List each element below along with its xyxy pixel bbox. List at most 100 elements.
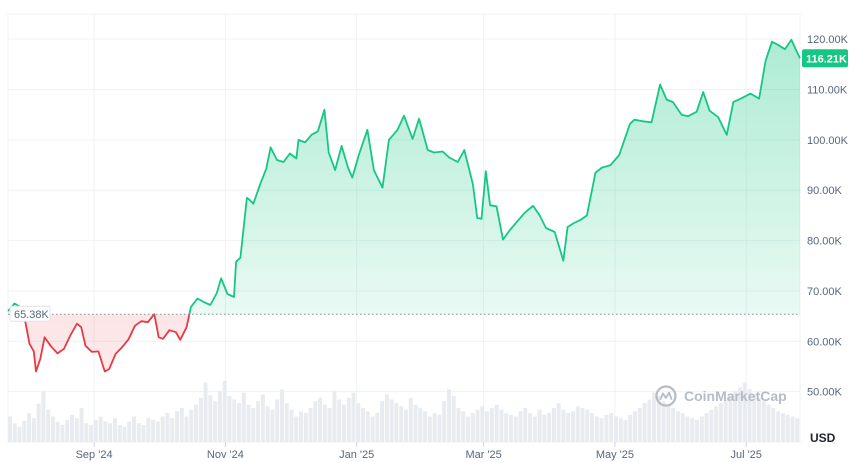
volume-bar <box>733 391 738 442</box>
volume-bar <box>494 404 499 442</box>
volume-bar <box>604 414 609 442</box>
volume-bar <box>136 423 141 442</box>
volume-bar <box>446 389 451 442</box>
volume-bar <box>780 413 785 442</box>
baseline-label: 65.38K <box>9 305 51 322</box>
volume-bar <box>365 411 370 442</box>
volume-bar <box>456 408 461 442</box>
watermark: CoinMarketCap <box>655 385 787 407</box>
volume-bar <box>437 414 442 442</box>
volume-bar <box>623 419 628 442</box>
volume-bar <box>790 416 795 442</box>
volume-bar <box>198 397 203 442</box>
volume-bar <box>89 425 94 442</box>
volume-bar <box>31 418 36 442</box>
price-line-down <box>22 314 191 373</box>
volume-bar <box>728 396 733 442</box>
volume-bar <box>132 416 137 442</box>
volume-bar <box>504 413 509 442</box>
y-tick-label: 110.00K <box>807 85 848 97</box>
volume-bar <box>93 419 98 442</box>
volume-bar <box>508 414 513 442</box>
baseline-value: 65.38K <box>14 309 50 321</box>
volume-bar <box>232 399 237 442</box>
volume-bar <box>714 406 719 442</box>
volume-bar <box>237 402 241 442</box>
volume-bar <box>585 409 590 442</box>
volume-bar <box>613 416 618 442</box>
volume-bar <box>542 414 547 442</box>
volume-bar <box>155 421 160 442</box>
volume-bar <box>246 404 251 442</box>
volume-bar <box>656 396 661 442</box>
volume-bar <box>404 409 408 442</box>
volume-bar <box>699 416 704 442</box>
volume-bar <box>747 389 752 442</box>
volume-bar <box>408 397 413 442</box>
volume-bar <box>561 409 566 442</box>
volume-bar <box>27 413 32 442</box>
x-tick-label: Jul '25 <box>730 449 761 461</box>
y-tick-label: 50.00K <box>807 387 843 399</box>
volume-bar <box>537 409 542 442</box>
volume-bar <box>46 409 51 442</box>
volume-bar <box>399 406 404 442</box>
volume-bar <box>70 414 74 442</box>
x-tick-label: May '25 <box>596 449 634 461</box>
volume-bar <box>346 397 351 442</box>
volume-bar <box>84 423 89 442</box>
volume-bar <box>313 401 318 442</box>
volume-bar <box>98 416 103 442</box>
volume-bar <box>666 404 671 442</box>
volume-bar <box>618 418 623 442</box>
volume-bar <box>332 391 337 442</box>
volume-bar <box>633 411 637 442</box>
volume-bar <box>60 425 65 442</box>
volume-bar <box>284 402 289 442</box>
volume-bar <box>690 418 695 442</box>
volume-bar <box>637 408 642 442</box>
volume-bar <box>184 416 189 442</box>
volume-bar <box>217 391 222 442</box>
volume-bar <box>189 409 194 442</box>
volume-bar <box>227 396 232 442</box>
volume-bar <box>55 421 60 442</box>
volume-bar <box>112 418 117 442</box>
volume-bar <box>761 401 766 442</box>
volume-bar <box>642 402 647 442</box>
volume-bar <box>718 402 723 442</box>
volume-bar <box>528 413 533 442</box>
volume-bar <box>117 425 122 442</box>
volume-bar <box>771 408 776 442</box>
volume-bar <box>785 414 790 442</box>
volume-bar <box>776 411 781 442</box>
volume-bar <box>652 392 657 442</box>
volume-bar <box>318 397 323 442</box>
volume-bar <box>671 408 676 442</box>
volume-bar <box>384 394 389 442</box>
volume-bar <box>470 413 475 442</box>
volume-bar <box>513 416 518 442</box>
volume-bar <box>12 423 17 442</box>
volume-bar <box>203 382 208 442</box>
volume-bar <box>337 399 342 442</box>
area-above-baseline <box>7 38 801 315</box>
volume-bar <box>174 411 179 442</box>
volume-bar <box>341 404 346 442</box>
volume-bar <box>275 399 280 442</box>
price-line-up <box>7 38 801 315</box>
volume-bar <box>380 401 385 442</box>
volume-bar <box>22 420 27 442</box>
y-axis: 50.00K 60.00K 70.00K 80.00K 90.00K 100.00K 110… <box>807 34 849 398</box>
volume-bar <box>265 406 270 442</box>
volume-bar <box>590 413 595 442</box>
volume-bar <box>79 408 84 442</box>
area-fill-down <box>23 314 190 372</box>
volume-bar <box>122 426 127 442</box>
volume-bar <box>165 413 170 442</box>
volume-bar <box>146 418 151 442</box>
volume-bar <box>151 419 156 442</box>
volume-bar <box>141 425 146 442</box>
